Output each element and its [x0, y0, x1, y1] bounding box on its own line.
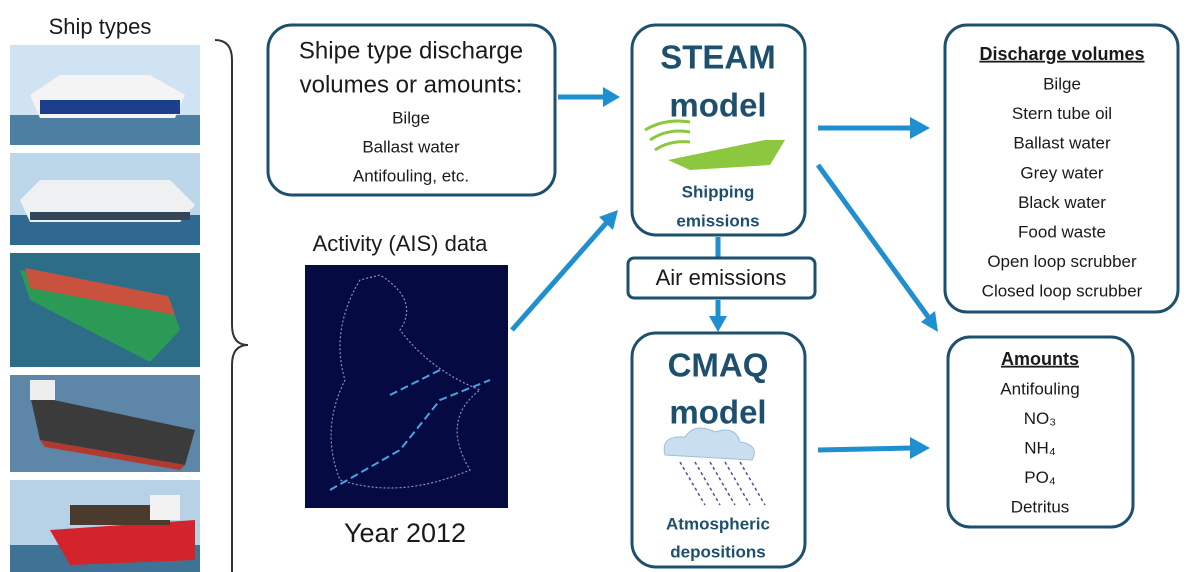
source-item: Ballast water: [362, 137, 460, 156]
discharge-item: Stern tube oil: [1012, 104, 1112, 123]
amounts-item: Antifouling: [1000, 379, 1079, 398]
amounts-item: PO₄: [1024, 468, 1056, 487]
discharge-item: Closed loop scrubber: [982, 282, 1143, 301]
discharge-item: Ballast water: [1013, 134, 1111, 153]
arrow-head: [709, 316, 727, 332]
cmaq-subtitle: model: [669, 394, 766, 431]
amounts-item: NH₄: [1024, 438, 1056, 457]
steam-subtitle: model: [669, 87, 766, 124]
steam-label: Shipping: [682, 182, 755, 201]
ship-types-title: Ship types: [49, 14, 152, 39]
arrow: [818, 448, 912, 450]
arrow-head: [910, 117, 930, 139]
arrow-head: [910, 437, 930, 459]
cmaq-label: Atmospheric: [666, 514, 770, 533]
cmaq-label: depositions: [670, 542, 765, 561]
source-title: Shipe type discharge: [299, 37, 523, 64]
activity-caption: Year 2012: [344, 518, 466, 548]
arrow: [818, 165, 929, 318]
discharge-item: Grey water: [1020, 163, 1103, 182]
activity-title: Activity (AIS) data: [313, 231, 489, 256]
discharge-item: Open loop scrubber: [987, 252, 1137, 271]
steam-title: STEAM: [660, 39, 776, 76]
source-item: Bilge: [392, 108, 430, 127]
discharge-item: Black water: [1018, 193, 1106, 212]
source-item: Antifouling, etc.: [353, 166, 469, 185]
steam-label: emissions: [676, 211, 759, 230]
ship-images: [10, 45, 200, 572]
amounts-item: NO₃: [1024, 409, 1056, 428]
amounts-item: Detritus: [1011, 497, 1070, 516]
discharge-item: Food waste: [1018, 222, 1106, 241]
discharge-item: Bilge: [1043, 74, 1081, 93]
source-title: volumes or amounts:: [300, 71, 523, 98]
brace: [215, 40, 248, 572]
cmaq-title: CMAQ: [668, 347, 769, 384]
amounts-title: Amounts: [1001, 349, 1079, 369]
air-emissions: Air emissions: [656, 265, 787, 290]
discharge-title: Discharge volumes: [979, 44, 1144, 64]
diagram: Ship types Shipe type discharge volumes …: [0, 0, 1187, 572]
arrow: [512, 221, 608, 330]
arrow-head: [603, 87, 620, 107]
